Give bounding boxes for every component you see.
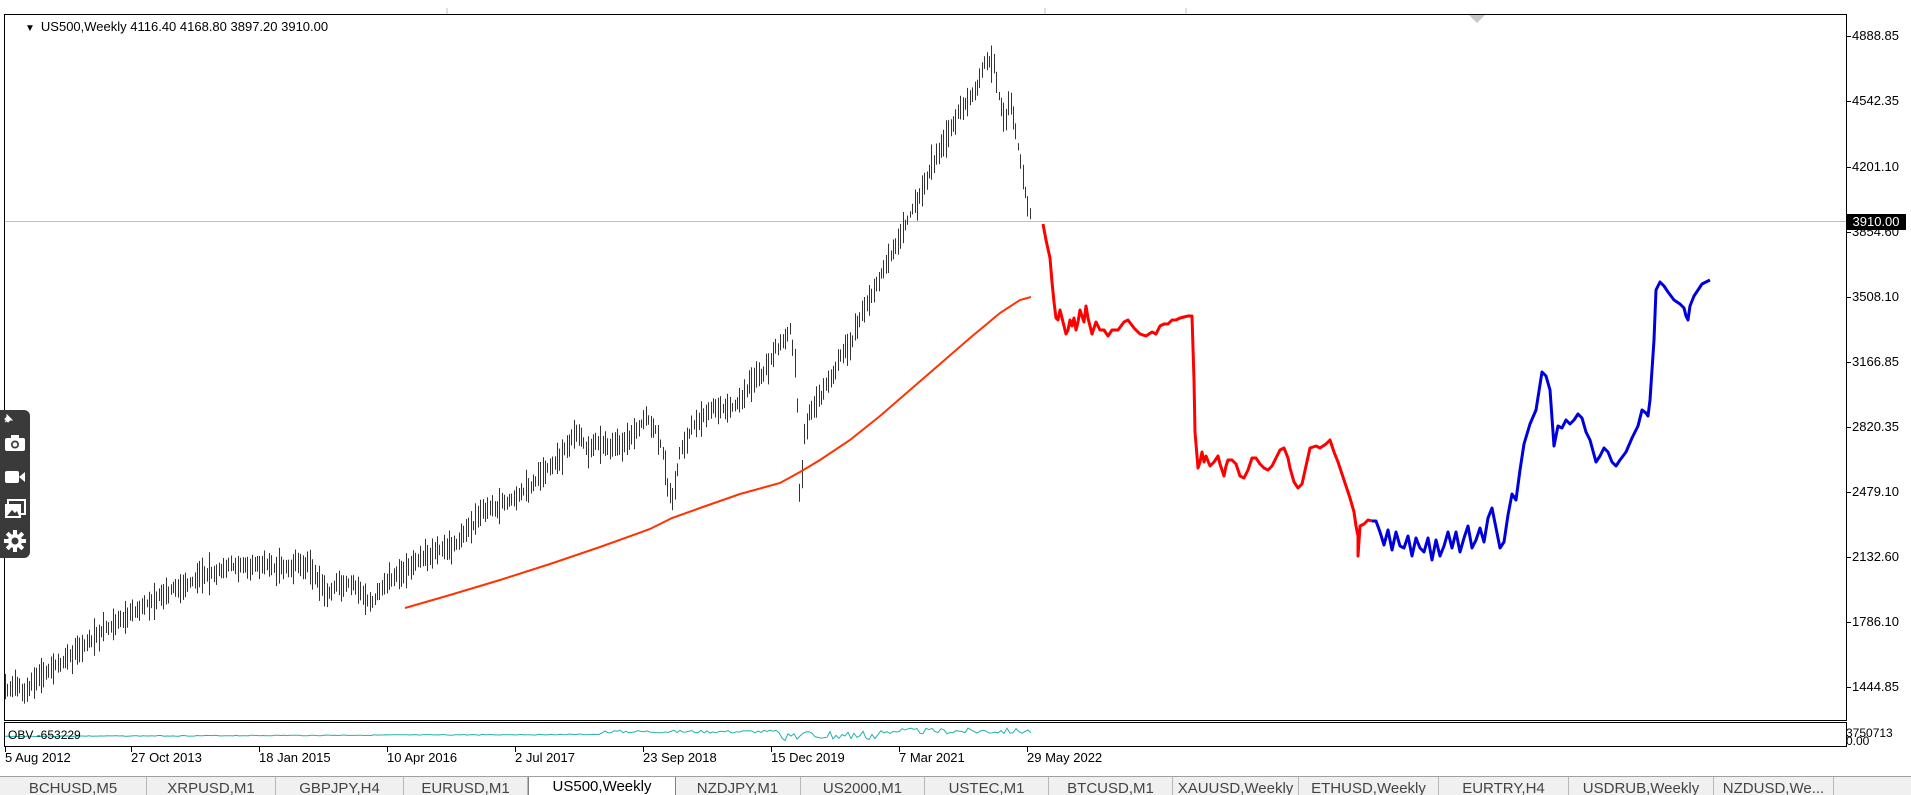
current-price-tag: 3910.00 [1846, 214, 1906, 230]
tab-eurtry-h4[interactable]: EURTRY,H4 [1439, 777, 1569, 795]
tab-xauusd-weekly[interactable]: XAUUSD,Weekly [1173, 777, 1299, 795]
camera-icon[interactable] [2, 430, 28, 456]
price-axis-label: 3166.85 [1852, 354, 1899, 369]
price-axis-label: 1786.10 [1852, 614, 1899, 629]
price-bars [5, 45, 1031, 704]
price-axis-label: 4201.10 [1852, 159, 1899, 174]
time-axis-label: 15 Dec 2019 [771, 750, 845, 765]
tab-us500-weekly[interactable]: US500,Weekly [528, 777, 676, 795]
price-axis-label: 2479.10 [1852, 484, 1899, 499]
price-axis-label: 2132.60 [1852, 549, 1899, 564]
price-axis-label: 1444.85 [1852, 679, 1899, 694]
tab-us2000-m1[interactable]: US2000,M1 [801, 777, 925, 795]
tab-ethusd-weekly[interactable]: ETHUSD,Weekly [1299, 777, 1439, 795]
time-axis-label: 27 Oct 2013 [131, 750, 202, 765]
tab-xrpusd-m1[interactable]: XRPUSD,M1 [147, 777, 276, 795]
chart-title: ▼ US500,Weekly 4116.40 4168.80 3897.20 39… [25, 19, 328, 34]
side-toolbar [0, 410, 30, 558]
tab-ustec-m1[interactable]: USTEC,M1 [925, 777, 1049, 795]
top-scale-ticks [446, 8, 1187, 14]
time-axis-label: 18 Jan 2015 [259, 750, 331, 765]
time-axis-label: 7 Mar 2021 [899, 750, 965, 765]
price-axis-ticks [1846, 36, 1851, 688]
time-axis-label: 10 Apr 2016 [387, 750, 458, 765]
time-axis-ticks [5, 747, 1028, 752]
price-axis-label: 3508.10 [1852, 289, 1899, 304]
tab-eurusd-m1[interactable]: EURUSD,M1 [404, 777, 528, 795]
tab-bchusd-m5[interactable]: BCHUSD,M5 [0, 777, 147, 795]
obv-scale-top: 3750713 [1846, 726, 1893, 740]
price-axis-label: 4542.35 [1852, 93, 1899, 108]
collapse-triangle-icon[interactable]: ▼ [25, 23, 35, 34]
moving-average-line [404, 296, 1032, 609]
gear-icon[interactable] [2, 528, 28, 554]
gallery-icon[interactable] [2, 496, 28, 522]
main-chart-frame [4, 14, 1847, 721]
obv-panel-frame [4, 722, 1847, 747]
tab-btcusd-m1[interactable]: BTCUSD,M1 [1049, 777, 1173, 795]
price-axis-label: 2820.35 [1852, 419, 1899, 434]
forecast-line-blue [1372, 278, 1711, 562]
chart-shift-marker[interactable] [1469, 15, 1485, 23]
time-axis-label: 2 Jul 2017 [515, 750, 575, 765]
tab-nzdusd-we[interactable]: NZDUSD,We... [1714, 777, 1834, 795]
tab-gbpjpy-h4[interactable]: GBPJPY,H4 [276, 777, 404, 795]
symbol-tab-bar: BCHUSD,M5 XRPUSD,M1 GBPJPY,H4 EURUSD,M1 US50… [0, 776, 1911, 795]
tab-nzdjpy-m1[interactable]: NZDJPY,M1 [675, 777, 801, 795]
obv-indicator-label: OBV -653229 [8, 728, 81, 742]
pin-icon[interactable] [2, 412, 14, 424]
forecast-line-red [1041, 223, 1373, 558]
time-axis-label: 23 Sep 2018 [643, 750, 717, 765]
time-axis-label: 5 Aug 2012 [5, 750, 71, 765]
obv-line [4, 727, 1032, 742]
chart-title-text: US500,Weekly 4116.40 4168.80 3897.20 391… [40, 19, 329, 34]
video-icon[interactable] [2, 464, 28, 490]
price-axis-label: 4888.85 [1852, 28, 1899, 43]
obv-scale-bottom: 0.00 [1846, 734, 1870, 748]
tab-usdrub-weekly[interactable]: USDRUB,Weekly [1569, 777, 1714, 795]
time-axis-label: 29 May 2022 [1027, 750, 1103, 765]
price-bar-series [5, 45, 1031, 704]
